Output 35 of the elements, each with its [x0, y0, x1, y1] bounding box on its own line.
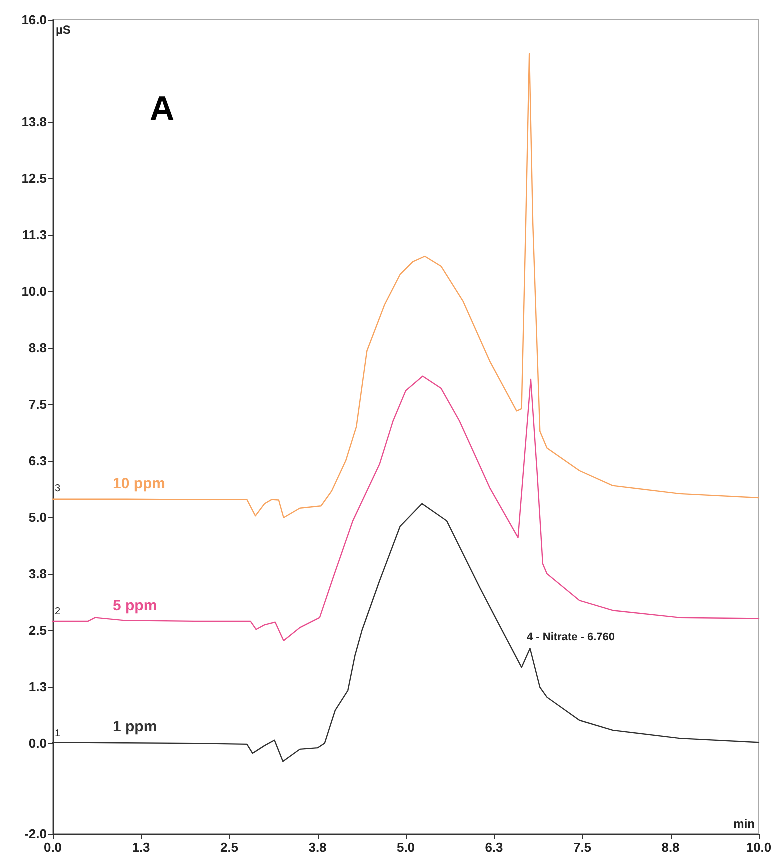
annotation: 2 — [55, 606, 61, 618]
series-label: 1 ppm — [113, 718, 158, 736]
x-tick-label: 7.5 — [573, 840, 592, 855]
x-tick-label: 2.5 — [220, 840, 239, 855]
series-label: 10 ppm — [113, 475, 166, 492]
x-tick-label: 8.8 — [662, 840, 680, 855]
series-label: 5 ppm — [113, 597, 158, 614]
x-axis-title: min — [734, 817, 755, 831]
y-tick-label: 6.3 — [28, 453, 47, 468]
line-series — [52, 376, 760, 642]
x-tick-label: 6.3 — [485, 840, 504, 855]
y-tick-label: 8.8 — [28, 340, 47, 356]
y-tick-label: 16.0 — [22, 12, 47, 28]
y-tick-label: 3.8 — [28, 566, 47, 582]
y-tick-label: 2.5 — [28, 623, 47, 638]
y-tick-label: 5.0 — [28, 510, 47, 525]
x-tick-label: 1.3 — [132, 840, 150, 855]
annotation: 4 - Nitrate - 6.760 — [527, 632, 616, 644]
y-tick-label: 13.8 — [22, 114, 47, 130]
y-tick-label: 0.0 — [28, 736, 47, 752]
y-axis-title: µS — [56, 23, 71, 37]
x-tick-label: 3.8 — [308, 840, 327, 855]
line-series — [52, 53, 760, 518]
y-tick-label: 11.3 — [22, 227, 47, 242]
annotation: 1 — [55, 728, 61, 740]
y-tick-label: 10.0 — [22, 284, 47, 299]
y-tick-label: 12.5 — [22, 170, 47, 186]
annotation: A — [150, 90, 175, 128]
y-tick-label: 7.5 — [28, 396, 47, 412]
x-tick-label: 5.0 — [396, 840, 416, 855]
annotation: 3 — [55, 484, 61, 494]
y-tick-label: -2.0 — [24, 826, 47, 842]
x-tick-label: 0.0 — [44, 840, 62, 855]
x-tick-label: 10.0 — [746, 840, 772, 855]
y-tick-label: 1.3 — [28, 680, 47, 695]
